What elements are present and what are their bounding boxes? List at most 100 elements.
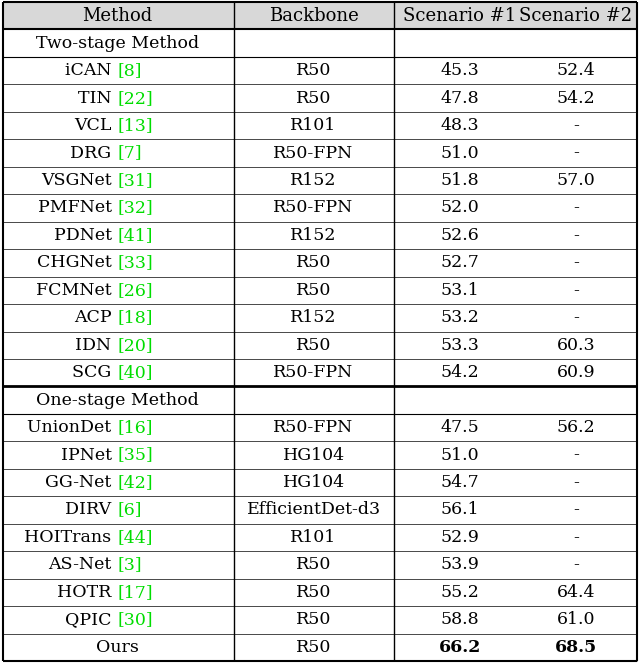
- Text: 47.8: 47.8: [440, 90, 479, 107]
- Text: ACP: ACP: [74, 309, 117, 326]
- Text: GG-Net: GG-Net: [45, 474, 117, 491]
- Text: Ours: Ours: [96, 638, 138, 656]
- Text: 52.9: 52.9: [440, 529, 479, 546]
- Text: HOITrans: HOITrans: [24, 529, 117, 546]
- Text: R50: R50: [296, 638, 332, 656]
- Text: Scenario #2: Scenario #2: [520, 7, 632, 25]
- Text: [30]: [30]: [117, 611, 153, 629]
- Text: [22]: [22]: [117, 90, 153, 107]
- Text: 54.7: 54.7: [440, 474, 479, 491]
- Text: Two-stage Method: Two-stage Method: [36, 34, 198, 52]
- Text: IDN: IDN: [76, 337, 117, 354]
- Text: VSGNet: VSGNet: [41, 172, 117, 189]
- Text: FCMNet: FCMNet: [36, 282, 117, 299]
- Text: R152: R152: [291, 227, 337, 244]
- Text: 47.5: 47.5: [440, 419, 479, 436]
- Text: [20]: [20]: [117, 337, 153, 354]
- Text: [35]: [35]: [117, 447, 153, 463]
- Text: R152: R152: [291, 309, 337, 326]
- Text: 64.4: 64.4: [557, 584, 595, 601]
- Text: [26]: [26]: [117, 282, 153, 299]
- Text: R50-FPN: R50-FPN: [273, 364, 354, 381]
- Text: [31]: [31]: [117, 172, 153, 189]
- Text: PMFNet: PMFNet: [38, 200, 117, 216]
- Text: 52.0: 52.0: [440, 200, 479, 216]
- Text: [13]: [13]: [117, 117, 153, 134]
- Text: [8]: [8]: [117, 62, 141, 79]
- Text: UnionDet: UnionDet: [28, 419, 117, 436]
- Text: Scenario #1: Scenario #1: [403, 7, 516, 25]
- Text: R152: R152: [291, 172, 337, 189]
- Text: [17]: [17]: [117, 584, 153, 601]
- Text: [32]: [32]: [117, 200, 153, 216]
- Text: R101: R101: [291, 117, 337, 134]
- Text: QPIC: QPIC: [65, 611, 117, 629]
- Text: TIN: TIN: [78, 90, 117, 107]
- Text: [44]: [44]: [117, 529, 152, 546]
- Text: PDNet: PDNet: [54, 227, 117, 244]
- Text: iCAN: iCAN: [65, 62, 117, 79]
- Text: HG104: HG104: [282, 474, 345, 491]
- Text: [16]: [16]: [117, 419, 152, 436]
- Text: -: -: [573, 474, 579, 491]
- Text: -: -: [573, 501, 579, 518]
- Text: R50: R50: [296, 255, 332, 271]
- Text: 54.2: 54.2: [440, 364, 479, 381]
- Text: [41]: [41]: [117, 227, 152, 244]
- Text: [3]: [3]: [117, 556, 141, 573]
- Text: -: -: [573, 227, 579, 244]
- Text: [18]: [18]: [117, 309, 152, 326]
- Text: 57.0: 57.0: [557, 172, 595, 189]
- Text: R50-FPN: R50-FPN: [273, 145, 354, 162]
- Text: R50: R50: [296, 337, 332, 354]
- Text: EfficientDet-d3: EfficientDet-d3: [246, 501, 381, 518]
- Text: [33]: [33]: [117, 255, 153, 271]
- Text: 66.2: 66.2: [438, 638, 481, 656]
- Text: 60.3: 60.3: [557, 337, 595, 354]
- Text: -: -: [573, 200, 579, 216]
- Text: -: -: [573, 529, 579, 546]
- Text: HOTR: HOTR: [57, 584, 117, 601]
- Text: R50-FPN: R50-FPN: [273, 200, 354, 216]
- Text: -: -: [573, 447, 579, 463]
- Text: [7]: [7]: [117, 145, 141, 162]
- Text: 52.6: 52.6: [440, 227, 479, 244]
- Text: 56.2: 56.2: [557, 419, 595, 436]
- Text: R50: R50: [296, 282, 332, 299]
- Text: IPNet: IPNet: [61, 447, 117, 463]
- Text: VCL: VCL: [74, 117, 117, 134]
- Text: -: -: [573, 309, 579, 326]
- Text: 53.9: 53.9: [440, 556, 479, 573]
- Text: 54.2: 54.2: [557, 90, 595, 107]
- Text: Method: Method: [82, 7, 152, 25]
- Text: -: -: [573, 255, 579, 271]
- Text: [42]: [42]: [117, 474, 153, 491]
- Text: 53.1: 53.1: [440, 282, 479, 299]
- Text: DIRV: DIRV: [65, 501, 117, 518]
- Text: 58.8: 58.8: [440, 611, 479, 629]
- Text: R50: R50: [296, 611, 332, 629]
- Bar: [3, 2, 637, 29]
- Text: 51.0: 51.0: [440, 447, 479, 463]
- Text: 48.3: 48.3: [440, 117, 479, 134]
- Text: 68.5: 68.5: [555, 638, 597, 656]
- Text: R50: R50: [296, 62, 332, 79]
- Text: 53.2: 53.2: [440, 309, 479, 326]
- Text: 53.3: 53.3: [440, 337, 479, 354]
- Text: -: -: [573, 556, 579, 573]
- Text: [6]: [6]: [117, 501, 141, 518]
- Text: One-stage Method: One-stage Method: [36, 392, 198, 408]
- Text: -: -: [573, 282, 579, 299]
- Text: AS-Net: AS-Net: [49, 556, 117, 573]
- Text: R101: R101: [291, 529, 337, 546]
- Text: DRG: DRG: [70, 145, 117, 162]
- Text: 55.2: 55.2: [440, 584, 479, 601]
- Text: Backbone: Backbone: [269, 7, 358, 25]
- Text: 51.0: 51.0: [440, 145, 479, 162]
- Text: HG104: HG104: [282, 447, 345, 463]
- Text: 45.3: 45.3: [440, 62, 479, 79]
- Text: 52.4: 52.4: [557, 62, 595, 79]
- Text: -: -: [573, 117, 579, 134]
- Text: 56.1: 56.1: [440, 501, 479, 518]
- Text: R50: R50: [296, 584, 332, 601]
